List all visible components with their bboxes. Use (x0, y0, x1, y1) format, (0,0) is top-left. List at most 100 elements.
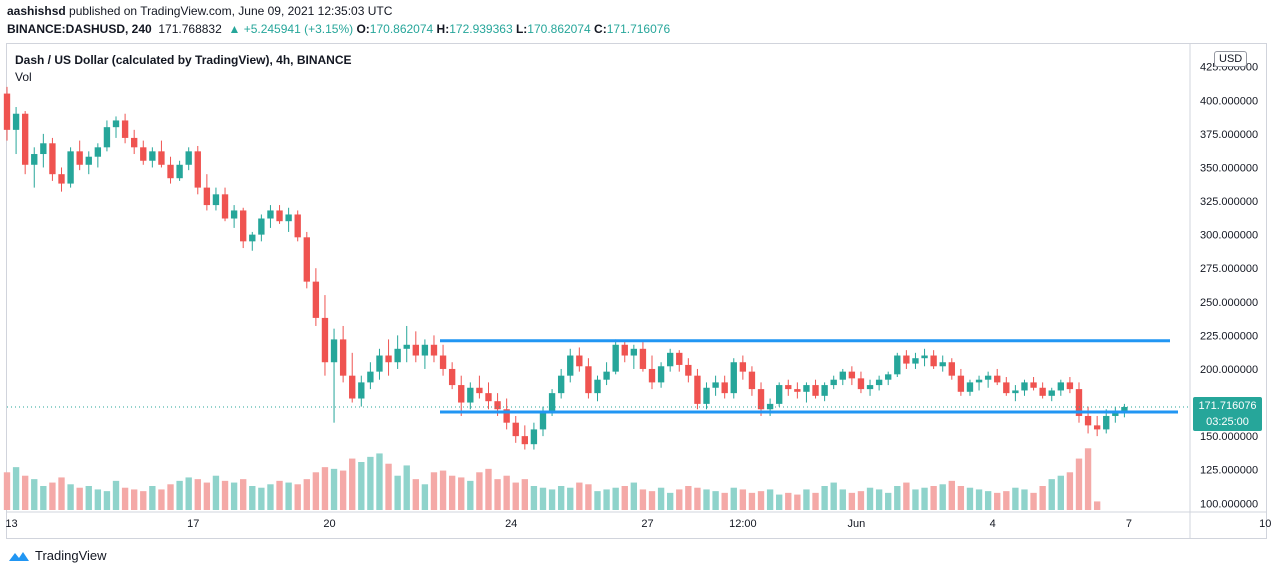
volume-bar (203, 482, 211, 510)
candle-body (948, 362, 955, 376)
price-axis-tick: 125.000000 (1200, 465, 1258, 477)
candle-body (367, 371, 374, 383)
candle-body (412, 344, 419, 356)
candle-body (67, 151, 74, 184)
candle-body (666, 352, 674, 367)
price-axis-tick: 350.000000 (1200, 162, 1258, 174)
volume-bar (85, 486, 92, 510)
volume-bar (766, 489, 774, 510)
volume-label[interactable]: Vol (15, 70, 32, 84)
candle-body (467, 387, 474, 403)
volume-bar (230, 482, 238, 510)
volume-bar (975, 489, 983, 510)
current-price-badge: 171.716076 03:25:00 (1193, 397, 1262, 431)
candle-body (494, 401, 501, 410)
candle-body (1084, 415, 1092, 426)
candle-body (140, 147, 147, 161)
price-axis-tick: 100.000000 (1200, 498, 1258, 510)
candle-body (176, 164, 183, 179)
candle-body (476, 387, 483, 394)
volume-bar (557, 486, 565, 510)
candle-body (657, 366, 665, 383)
candle-body (757, 389, 765, 410)
candle-body (167, 164, 174, 179)
footer-brand[interactable]: TradingView (8, 548, 107, 563)
volume-bar (94, 489, 102, 510)
volume-bar (957, 486, 965, 510)
volume-bar (903, 482, 910, 510)
candle-body (585, 366, 592, 394)
candle-body (94, 147, 102, 157)
volume-bar (1003, 491, 1010, 510)
candle-body (1030, 382, 1037, 388)
candle-body (548, 393, 556, 412)
time-axis-tick: 10 (1259, 518, 1271, 530)
candle-body (158, 151, 165, 165)
candle-body (739, 362, 747, 372)
volume-bar (330, 468, 338, 510)
candle-body (1066, 382, 1074, 390)
volume-bar (240, 479, 247, 510)
candle-body (76, 151, 83, 165)
candle-body (276, 210, 283, 222)
volume-bar (894, 486, 901, 510)
candle-body (358, 382, 365, 399)
candle-body (1003, 382, 1010, 394)
chart-frame[interactable] (6, 43, 1267, 539)
volume-bar (321, 467, 329, 510)
candle-body (421, 344, 429, 356)
volume-bar (12, 467, 20, 510)
candle-body (557, 375, 565, 394)
candle-body (185, 151, 192, 165)
candle-body (794, 389, 801, 392)
candle-body (112, 120, 120, 128)
volume-bar (249, 486, 256, 510)
price-axis-tick: 250.000000 (1200, 297, 1258, 309)
symbol-label: BINANCE:DASHUSD, 240 (7, 22, 152, 36)
high-value: 172.939363 (449, 22, 513, 36)
candle-body (648, 368, 656, 383)
candle-body (521, 436, 529, 445)
volume-bar (1012, 487, 1019, 510)
volume-bar (1057, 475, 1064, 510)
currency-button[interactable]: USD (1214, 51, 1248, 67)
candle-body (766, 403, 774, 410)
candle-body (485, 393, 492, 402)
candle-body (676, 352, 683, 365)
volume-bar (1021, 489, 1028, 510)
volume-bar (358, 462, 365, 510)
time-axis-tick: 17 (187, 518, 199, 530)
candle-body (258, 218, 265, 235)
candle-body (503, 409, 510, 423)
volume-bar (67, 484, 74, 510)
volume-bar (276, 480, 283, 510)
candle-body (40, 143, 47, 155)
volume-bar (49, 482, 56, 510)
volume-bar (185, 477, 192, 510)
volume-bar (221, 480, 229, 510)
close-value: 171.716076 (606, 22, 671, 36)
candle-body (1075, 389, 1083, 416)
volume-bar (639, 489, 647, 510)
volume-bar (630, 482, 638, 510)
volume-bar (621, 486, 628, 510)
volume-bar (939, 484, 946, 510)
volume-bar (303, 479, 310, 510)
volume-bar (3, 472, 11, 510)
volume-bar (40, 486, 47, 510)
volume-bar (403, 465, 410, 510)
volume-bar (730, 487, 737, 510)
close-label: C: (594, 22, 607, 36)
candle-body (3, 93, 11, 130)
change-up-icon: ▲ (228, 22, 241, 36)
candle-body (894, 355, 901, 375)
candle-body (721, 382, 728, 394)
candle-body (984, 375, 992, 380)
author-name[interactable]: aashishsd (7, 4, 66, 18)
volume-bar (785, 492, 792, 510)
candle-body (12, 113, 20, 130)
candle-body (121, 120, 129, 138)
volume-bar (339, 470, 347, 510)
candle-body (730, 362, 737, 394)
